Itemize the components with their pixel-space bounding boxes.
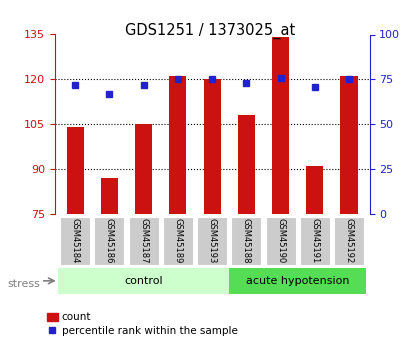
FancyBboxPatch shape: [197, 217, 227, 265]
Bar: [169, 76, 186, 214]
FancyBboxPatch shape: [163, 217, 193, 265]
Text: GDS1251 / 1373025_at: GDS1251 / 1373025_at: [125, 22, 295, 39]
Bar: [238, 115, 255, 214]
Legend: count, percentile rank within the sample: count, percentile rank within the sample: [43, 308, 242, 340]
Text: GSM45190: GSM45190: [276, 218, 285, 263]
Text: acute hypotension: acute hypotension: [246, 276, 349, 286]
Bar: [101, 178, 118, 214]
Text: GSM45193: GSM45193: [207, 218, 217, 263]
FancyBboxPatch shape: [60, 217, 90, 265]
Text: GSM45184: GSM45184: [71, 218, 80, 263]
Text: GSM45187: GSM45187: [139, 218, 148, 263]
FancyBboxPatch shape: [229, 268, 366, 294]
FancyBboxPatch shape: [300, 217, 330, 265]
Bar: [272, 38, 289, 214]
Text: GSM45191: GSM45191: [310, 218, 319, 263]
FancyBboxPatch shape: [94, 217, 124, 265]
Text: control: control: [124, 276, 163, 286]
Text: GSM45192: GSM45192: [344, 218, 354, 263]
FancyBboxPatch shape: [231, 217, 261, 265]
Text: GSM45186: GSM45186: [105, 218, 114, 263]
FancyBboxPatch shape: [58, 268, 229, 294]
Bar: [306, 166, 323, 214]
Bar: [204, 79, 220, 214]
Bar: [67, 127, 84, 214]
Bar: [135, 124, 152, 214]
FancyBboxPatch shape: [129, 217, 159, 265]
Text: GSM45188: GSM45188: [242, 218, 251, 263]
FancyBboxPatch shape: [334, 217, 364, 265]
FancyBboxPatch shape: [265, 217, 296, 265]
Text: stress: stress: [8, 279, 40, 288]
Bar: [341, 76, 357, 214]
Text: GSM45189: GSM45189: [173, 218, 182, 263]
